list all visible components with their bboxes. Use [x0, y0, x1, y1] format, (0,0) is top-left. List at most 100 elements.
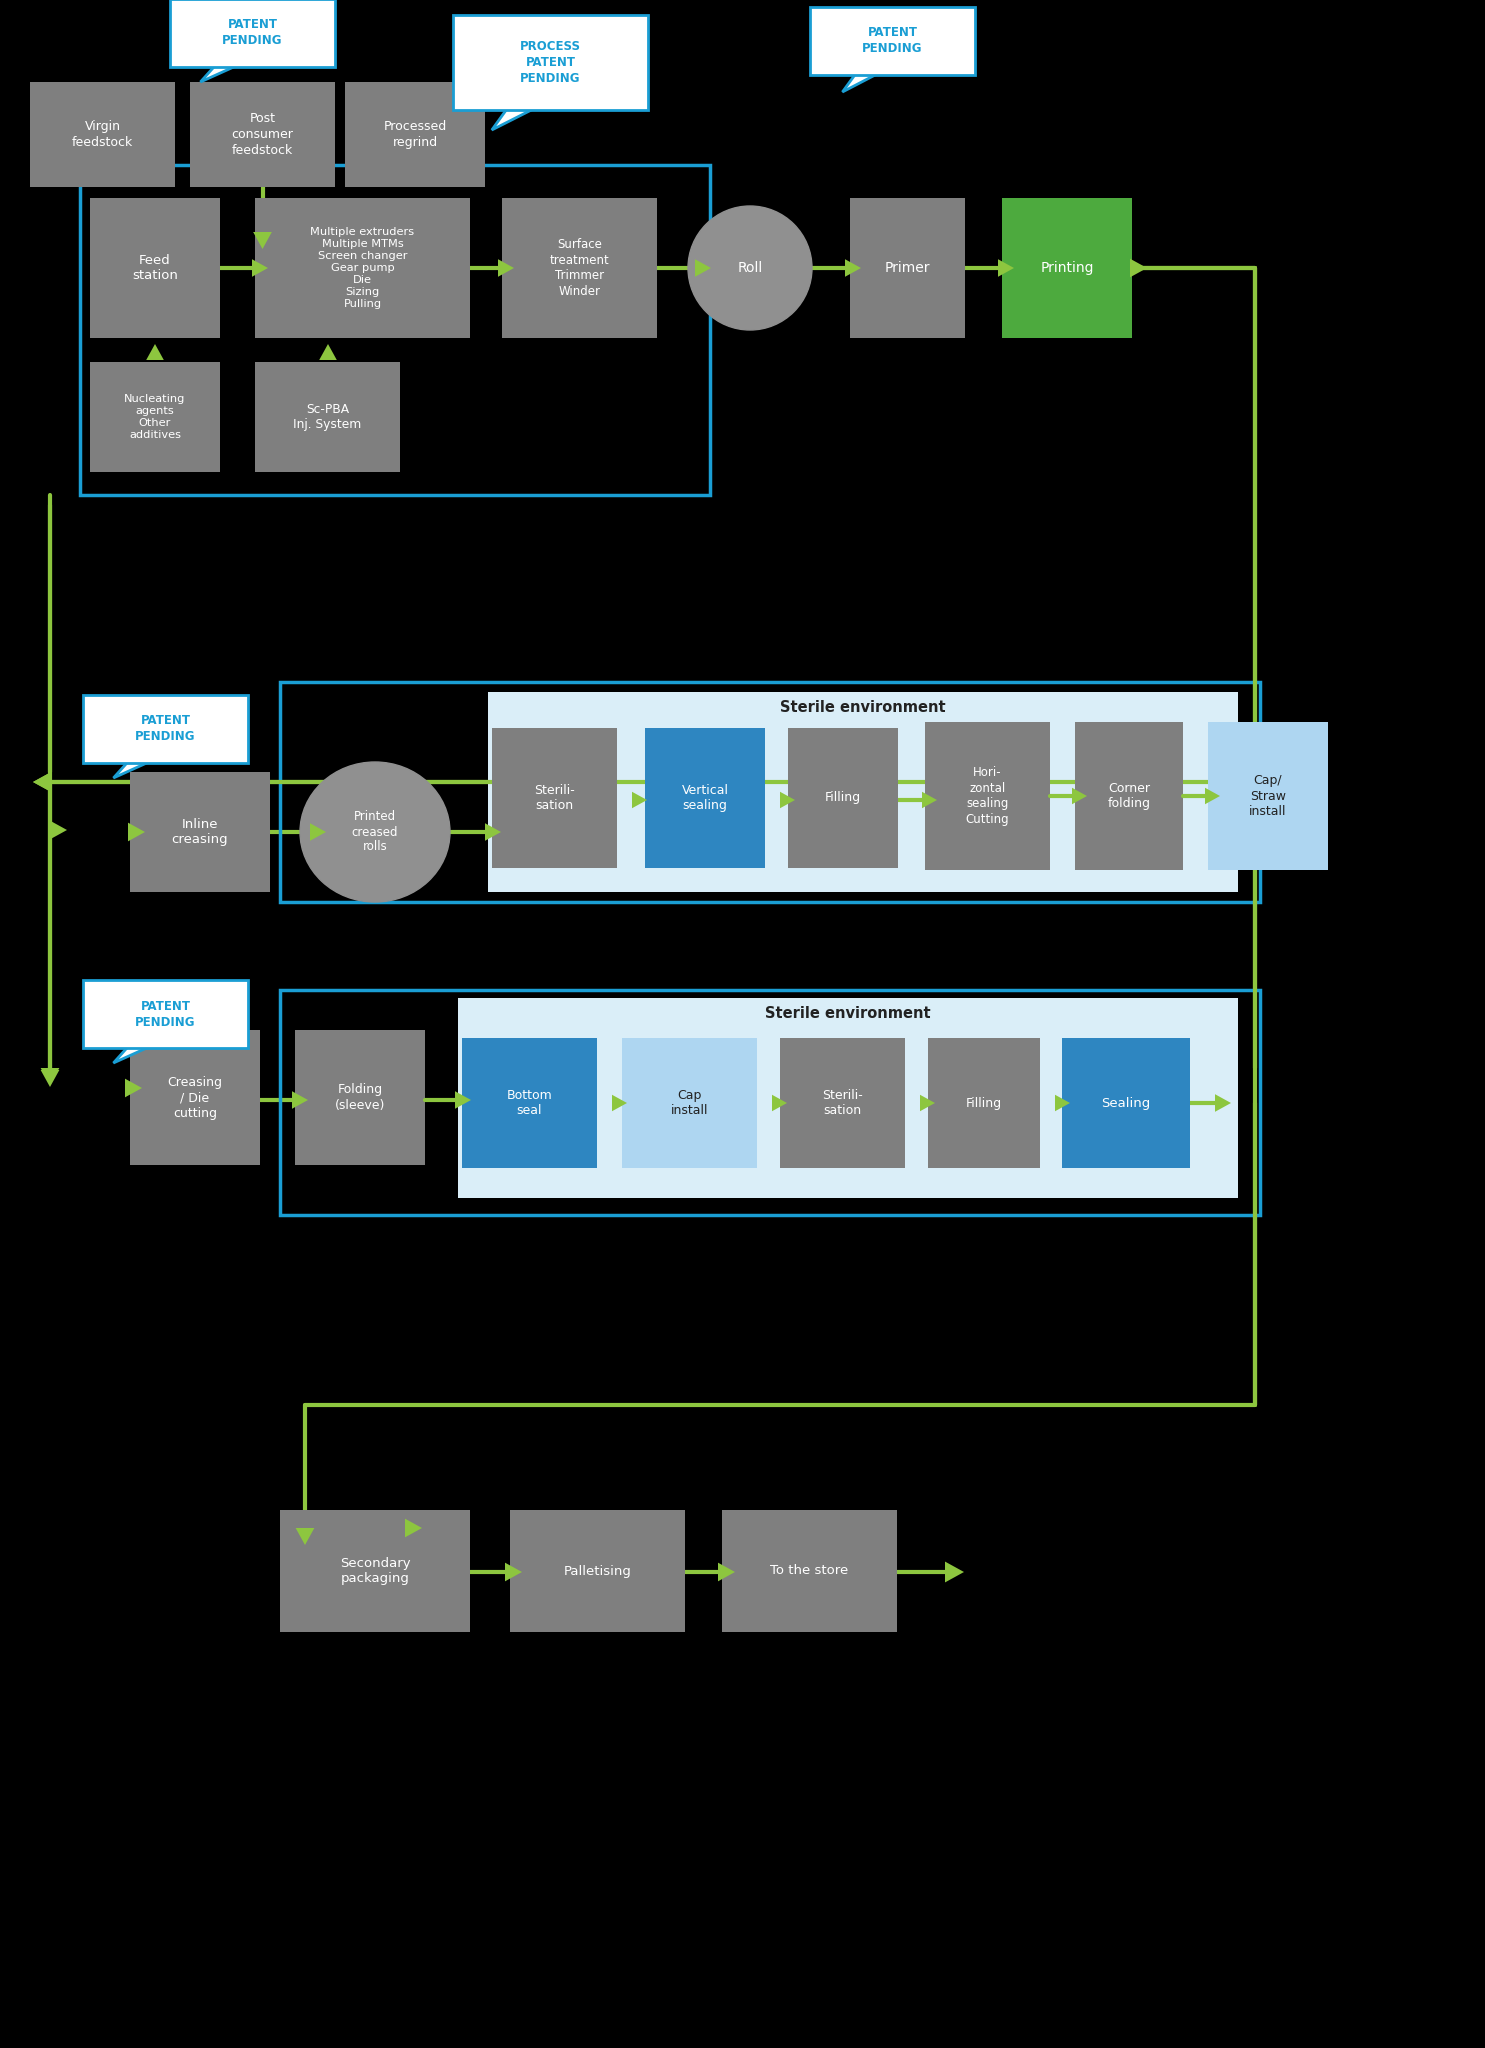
FancyBboxPatch shape	[131, 1030, 260, 1165]
Polygon shape	[633, 793, 647, 809]
Polygon shape	[1072, 788, 1087, 805]
FancyBboxPatch shape	[722, 1509, 897, 1632]
Text: Inline
creasing: Inline creasing	[172, 817, 229, 846]
FancyBboxPatch shape	[492, 727, 616, 868]
Polygon shape	[1130, 258, 1146, 276]
Text: Primer: Primer	[885, 260, 930, 274]
FancyBboxPatch shape	[1207, 723, 1328, 870]
Polygon shape	[497, 260, 514, 276]
FancyBboxPatch shape	[190, 82, 336, 186]
Polygon shape	[252, 260, 267, 276]
FancyBboxPatch shape	[91, 199, 220, 338]
Polygon shape	[695, 260, 711, 276]
FancyBboxPatch shape	[502, 199, 656, 338]
Polygon shape	[125, 1079, 143, 1098]
Polygon shape	[310, 823, 327, 842]
FancyBboxPatch shape	[255, 362, 399, 471]
Text: Feed
station: Feed station	[132, 254, 178, 283]
Polygon shape	[922, 793, 937, 809]
FancyBboxPatch shape	[809, 6, 976, 76]
Text: Roll: Roll	[738, 260, 763, 274]
Polygon shape	[921, 1096, 936, 1112]
FancyBboxPatch shape	[928, 1038, 1040, 1167]
Text: Surface
treatment
Trimmer
Winder: Surface treatment Trimmer Winder	[549, 238, 609, 297]
FancyBboxPatch shape	[83, 981, 248, 1049]
Text: Post
consumer
feedstock: Post consumer feedstock	[232, 113, 294, 156]
Text: Bottom
seal: Bottom seal	[506, 1090, 552, 1118]
FancyBboxPatch shape	[345, 82, 486, 186]
Polygon shape	[505, 1563, 523, 1581]
Text: Sterili-
sation: Sterili- sation	[823, 1090, 863, 1118]
FancyBboxPatch shape	[789, 727, 898, 868]
Text: Secondary
packaging: Secondary packaging	[340, 1556, 410, 1585]
FancyBboxPatch shape	[296, 1030, 425, 1165]
Text: Folding
(sleeve): Folding (sleeve)	[334, 1083, 385, 1112]
Text: Sealing: Sealing	[1102, 1096, 1151, 1110]
Text: Cap
install: Cap install	[671, 1090, 708, 1118]
Text: PROCESS
PATENT
PENDING: PROCESS PATENT PENDING	[520, 41, 581, 86]
FancyBboxPatch shape	[780, 1038, 904, 1167]
Polygon shape	[1215, 1094, 1231, 1112]
Text: Nucleating
agents
Other
additives: Nucleating agents Other additives	[125, 393, 186, 440]
FancyBboxPatch shape	[457, 997, 1238, 1198]
Polygon shape	[845, 260, 861, 276]
Polygon shape	[252, 231, 272, 250]
FancyBboxPatch shape	[83, 694, 248, 764]
Text: PATENT
PENDING: PATENT PENDING	[135, 999, 196, 1028]
Text: PATENT
PENDING: PATENT PENDING	[135, 715, 196, 743]
Polygon shape	[1204, 788, 1221, 805]
Text: To the store: To the store	[771, 1565, 848, 1577]
Polygon shape	[128, 823, 146, 842]
Polygon shape	[998, 260, 1014, 276]
Polygon shape	[146, 344, 163, 360]
Polygon shape	[40, 1069, 59, 1087]
Text: Sterile environment: Sterile environment	[780, 700, 946, 715]
Polygon shape	[492, 104, 541, 129]
Polygon shape	[1054, 1096, 1071, 1112]
Text: Corner
folding: Corner folding	[1108, 782, 1151, 811]
Polygon shape	[772, 1096, 787, 1112]
Text: Multiple extruders
Multiple MTMs
Screen changer
Gear pump
Die
Sizing
Pulling: Multiple extruders Multiple MTMs Screen …	[310, 227, 414, 309]
FancyBboxPatch shape	[91, 362, 220, 471]
FancyBboxPatch shape	[131, 772, 270, 893]
Polygon shape	[719, 1563, 735, 1581]
Text: Palletising: Palletising	[564, 1565, 631, 1577]
Text: Filling: Filling	[965, 1096, 1002, 1110]
Polygon shape	[319, 344, 337, 360]
Text: PATENT
PENDING: PATENT PENDING	[863, 27, 922, 55]
Text: Sc-PBA
Inj. System: Sc-PBA Inj. System	[294, 403, 362, 432]
FancyBboxPatch shape	[849, 199, 965, 338]
FancyBboxPatch shape	[255, 199, 469, 338]
Text: Printing: Printing	[1041, 260, 1094, 274]
Text: Sterili-
sation: Sterili- sation	[535, 784, 575, 813]
Polygon shape	[200, 61, 245, 82]
FancyBboxPatch shape	[281, 1509, 469, 1632]
Polygon shape	[842, 70, 885, 92]
Polygon shape	[486, 823, 500, 842]
Text: Hori-
zontal
sealing
Cutting: Hori- zontal sealing Cutting	[965, 766, 1010, 825]
Polygon shape	[40, 1067, 59, 1085]
Polygon shape	[33, 772, 50, 791]
Text: Cap/
Straw
install: Cap/ Straw install	[1249, 774, 1286, 817]
FancyBboxPatch shape	[462, 1038, 597, 1167]
Polygon shape	[944, 1561, 964, 1583]
FancyBboxPatch shape	[169, 0, 336, 68]
Polygon shape	[50, 821, 67, 840]
Text: Vertical
sealing: Vertical sealing	[682, 784, 729, 813]
Text: Printed
creased
rolls: Printed creased rolls	[352, 811, 398, 854]
FancyBboxPatch shape	[1062, 1038, 1189, 1167]
Polygon shape	[33, 772, 50, 791]
Text: Processed
regrind: Processed regrind	[383, 121, 447, 150]
FancyBboxPatch shape	[1002, 199, 1132, 338]
Text: Virgin
feedstock: Virgin feedstock	[71, 121, 134, 150]
Polygon shape	[780, 793, 794, 809]
Polygon shape	[113, 1042, 157, 1063]
FancyBboxPatch shape	[30, 82, 175, 186]
Polygon shape	[454, 1092, 471, 1108]
Text: PATENT
PENDING: PATENT PENDING	[223, 18, 282, 47]
FancyBboxPatch shape	[453, 14, 647, 111]
Polygon shape	[612, 1096, 627, 1112]
FancyBboxPatch shape	[925, 723, 1050, 870]
FancyBboxPatch shape	[509, 1509, 685, 1632]
FancyBboxPatch shape	[644, 727, 765, 868]
